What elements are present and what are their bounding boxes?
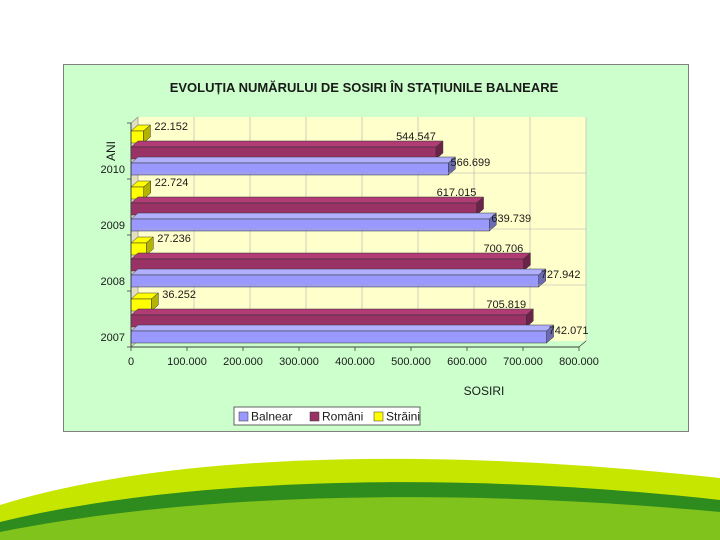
bar-balnear-2008 [130, 268, 547, 288]
data-label-balnear-2007: 742.071 [549, 325, 589, 337]
legend-swatch-balnear [238, 411, 249, 422]
bar-top [130, 196, 485, 204]
x-tick-label: 500.000 [391, 356, 431, 368]
bar-străini-2010 [130, 124, 152, 144]
bar-români-2009 [130, 196, 485, 216]
data-label-străini-2010: 22.152 [154, 121, 188, 133]
bar-străini-2007 [130, 292, 159, 312]
x-tick-label: 0 [128, 356, 134, 368]
data-label-români-2009: 617.015 [437, 187, 477, 199]
x-tick-label: 800.000 [559, 356, 599, 368]
bar-top [130, 212, 497, 220]
data-label-străini-2007: 36.252 [162, 289, 196, 301]
data-label-balnear-2010: 566.699 [450, 157, 490, 169]
data-label-balnear-2008: 727.942 [541, 269, 581, 281]
category-label: 2007 [101, 332, 125, 344]
legend-box [233, 406, 421, 426]
legend-label-balnear: Balnear [251, 410, 292, 424]
data-label-români-2008: 700.706 [484, 243, 524, 255]
x-tick-label: 400.000 [335, 356, 375, 368]
chart-frame: EVOLUȚIA NUMĂRULUI DE SOSIRI ÎN STAȚIUNI… [63, 64, 689, 432]
bar-top [130, 252, 532, 260]
legend-swatch-străini [373, 411, 384, 422]
bar-balnear-2010 [130, 156, 457, 176]
x-tick-label: 700.000 [503, 356, 543, 368]
bar-români-2007 [130, 308, 534, 328]
legend-label-români: Români [322, 410, 363, 424]
bar-români-2008 [130, 252, 532, 272]
bottom-wave-highlight [0, 497, 720, 540]
x-tick-label: 200.000 [223, 356, 263, 368]
data-label-străini-2008: 27.236 [157, 233, 191, 245]
chart-title: EVOLUȚIA NUMĂRULUI DE SOSIRI ÎN STAȚIUNI… [170, 80, 559, 95]
bar-top [130, 308, 534, 316]
category-label: 2010 [101, 164, 125, 176]
x-tick-label: 300.000 [279, 356, 319, 368]
bar-top [130, 156, 457, 164]
data-label-români-2010: 544.547 [396, 131, 436, 143]
bar-străini-2008 [130, 236, 154, 256]
chart-svg: EVOLUȚIA NUMĂRULUI DE SOSIRI ÎN STAȚIUNI… [101, 80, 599, 426]
bar-front [130, 330, 547, 344]
bar-străini-2009 [130, 180, 152, 200]
bar-români-2010 [130, 140, 444, 160]
x-axis-title: SOSIRI [464, 384, 505, 398]
bar-top [130, 324, 555, 332]
data-label-români-2007: 705.819 [486, 299, 526, 311]
legend-swatch-români [309, 411, 320, 422]
bar-top [130, 268, 547, 276]
plot-area: 2010 22.152 544.547 566.699 2009 22.724 617.01… [101, 116, 599, 368]
y-axis-title: ANI [104, 141, 118, 161]
legend: Balnear Români Străini [233, 406, 421, 426]
data-label-străini-2009: 22.724 [155, 177, 189, 189]
category-label: 2009 [101, 220, 125, 232]
data-label-balnear-2009: 639.739 [491, 213, 531, 225]
bar-balnear-2007 [130, 324, 555, 344]
x-tick-label: 600.000 [447, 356, 487, 368]
bar-balnear-2009 [130, 212, 497, 232]
legend-label-străini: Străini [386, 410, 420, 424]
x-tick-label: 100.000 [167, 356, 207, 368]
x-axis-depth-line [578, 340, 587, 348]
category-label: 2008 [101, 276, 125, 288]
